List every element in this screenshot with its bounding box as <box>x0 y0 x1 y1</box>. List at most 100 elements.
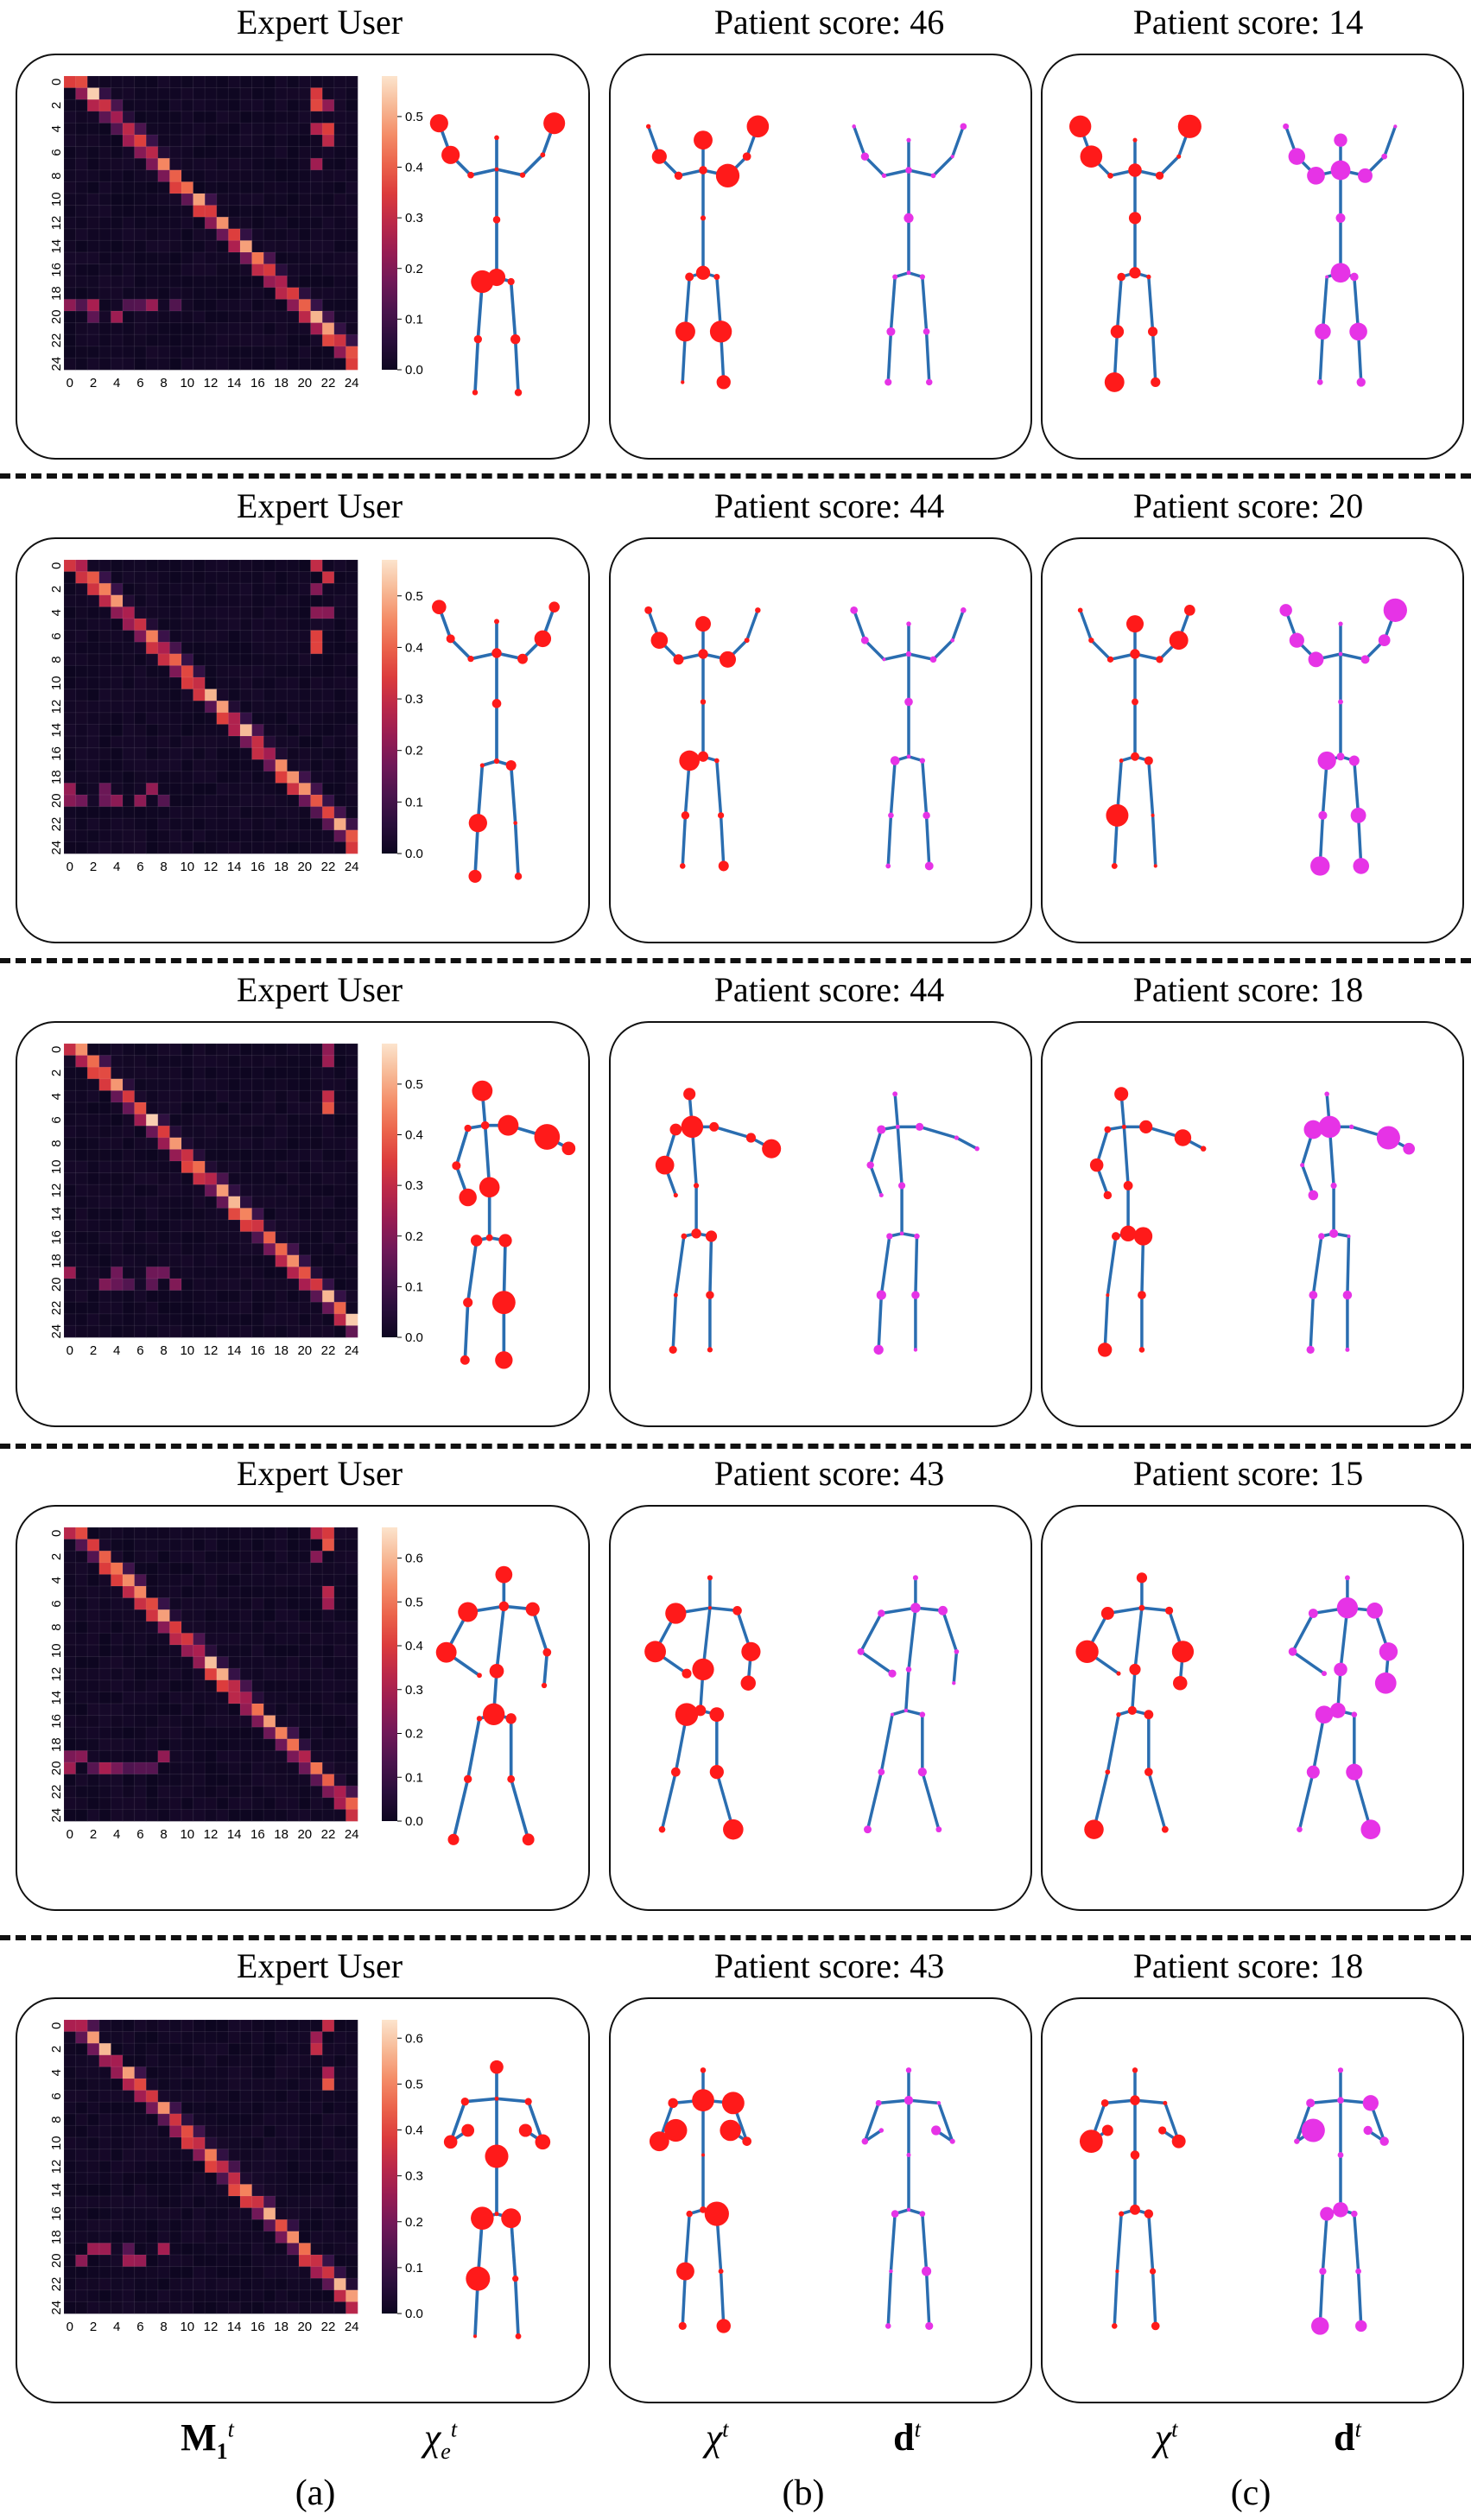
heatmap-cell <box>134 1774 147 1787</box>
heatmap-cell <box>146 1704 159 1716</box>
heatmap-cell <box>98 2020 111 2032</box>
skeleton-bone <box>719 814 726 868</box>
heatmap-cell <box>275 2207 288 2220</box>
heatmap-cell <box>287 1774 300 1787</box>
heatmap-cell <box>111 594 124 607</box>
heatmap-cell <box>251 181 264 194</box>
heatmap-cell <box>228 2149 241 2161</box>
heatmap-cell <box>228 2031 241 2044</box>
heatmap-cell <box>157 1102 170 1114</box>
heatmap-cell <box>275 2102 288 2115</box>
heatmap-x-tick: 0 <box>67 1827 73 1842</box>
joint-marker <box>1316 379 1323 385</box>
heatmap-cell <box>134 1290 147 1303</box>
heatmap-cell <box>169 1527 182 1539</box>
heatmap-cell <box>87 806 100 819</box>
heatmap-cell <box>169 2090 182 2103</box>
heatmap-cell <box>111 1704 124 1716</box>
joint-marker <box>1337 2097 1344 2104</box>
heatmap-cell <box>216 1114 229 1127</box>
heatmap-cell <box>205 736 218 748</box>
joint-marker <box>1130 649 1140 659</box>
heatmap-cell <box>216 1645 229 1657</box>
heatmap-cell <box>346 1208 358 1221</box>
heatmap-cell <box>123 311 135 323</box>
heatmap-cell <box>310 1809 323 1822</box>
heatmap-cell <box>98 829 111 842</box>
heatmap-cell <box>134 560 147 572</box>
joint-marker <box>916 1122 924 1131</box>
joint-marker <box>706 1291 714 1299</box>
heatmap-x-tick: 12 <box>204 860 219 874</box>
heatmap-cell <box>169 2066 182 2079</box>
heatmap-cell <box>193 806 206 819</box>
heatmap-cell <box>228 653 241 666</box>
heatmap-cell <box>111 299 124 312</box>
joint-marker <box>755 607 761 613</box>
heatmap-cell <box>146 146 159 159</box>
heatmap-cell <box>263 1313 276 1326</box>
heatmap-x-tick: 22 <box>321 2320 336 2334</box>
heatmap-cell <box>346 1679 358 1692</box>
heatmap-cell <box>240 135 252 147</box>
heatmap-cell <box>251 2184 264 2197</box>
heatmap-cell <box>169 1762 182 1774</box>
heatmap-x-tick: 16 <box>250 2320 265 2334</box>
heatmap-cell <box>123 795 135 807</box>
joint-marker <box>1297 1826 1303 1832</box>
colorbar-tick: 0.4 <box>405 1128 423 1143</box>
heatmap-cell <box>346 1044 358 1056</box>
heatmap-cell <box>181 205 193 218</box>
heatmap-cell <box>333 829 346 842</box>
heatmap-cell <box>75 146 88 159</box>
heatmap-cell <box>216 1067 229 1080</box>
heatmap-cell <box>64 1055 76 1068</box>
heatmap-cell <box>193 1527 206 1539</box>
heatmap-cell <box>299 771 311 784</box>
heatmap-cell <box>216 2172 229 2185</box>
heatmap-cell <box>228 1597 241 1610</box>
heatmap-cell <box>157 1266 170 1279</box>
heatmap-cell <box>346 701 358 714</box>
heatmap-cell <box>216 1055 229 1068</box>
heatmap-cell <box>287 1750 300 1763</box>
skeleton-figure <box>649 2067 751 2333</box>
heatmap-cell <box>193 783 206 796</box>
heatmap-cell <box>169 2301 182 2314</box>
heatmap-cell <box>287 1679 300 1692</box>
heatmap-cell <box>169 1114 182 1127</box>
heatmap-cell <box>240 287 252 300</box>
heatmap-cell <box>287 123 300 136</box>
heatmap-cell <box>123 642 135 655</box>
joint-marker <box>429 114 448 133</box>
heatmap-cell <box>169 217 182 230</box>
heatmap-cell <box>193 1325 206 1338</box>
joint-marker <box>471 270 494 294</box>
heatmap-cell <box>98 606 111 619</box>
heatmap-cell <box>157 2031 170 2044</box>
heatmap-cell <box>275 689 288 701</box>
heatmap-cell <box>205 1668 218 1681</box>
heatmap-cell <box>299 1574 311 1587</box>
heatmap-cell <box>216 2301 229 2314</box>
joint-marker <box>732 1606 742 1615</box>
heatmap-cell <box>287 1137 300 1150</box>
heatmap-cell <box>333 1679 346 1692</box>
heatmap-cell <box>64 630 76 643</box>
heatmap-y-tick: 22 <box>49 2277 64 2292</box>
heatmap-cell <box>251 1161 264 1173</box>
heatmap-cell <box>146 1137 159 1150</box>
heatmap-cell <box>157 146 170 159</box>
heatmap-cell <box>193 2278 206 2291</box>
heatmap-cell <box>263 2231 276 2244</box>
heatmap-cell <box>134 1715 147 1728</box>
heatmap-cell <box>169 1621 182 1634</box>
heatmap-cell <box>310 1078 323 1091</box>
heatmap-cell <box>263 1055 276 1068</box>
heatmap-cell <box>263 1161 276 1173</box>
heatmap-cell <box>181 1750 193 1763</box>
heatmap-cell <box>346 1290 358 1303</box>
heatmap-cell <box>333 2043 346 2056</box>
joint-marker <box>1119 759 1124 763</box>
heatmap-cell <box>146 1656 159 1669</box>
